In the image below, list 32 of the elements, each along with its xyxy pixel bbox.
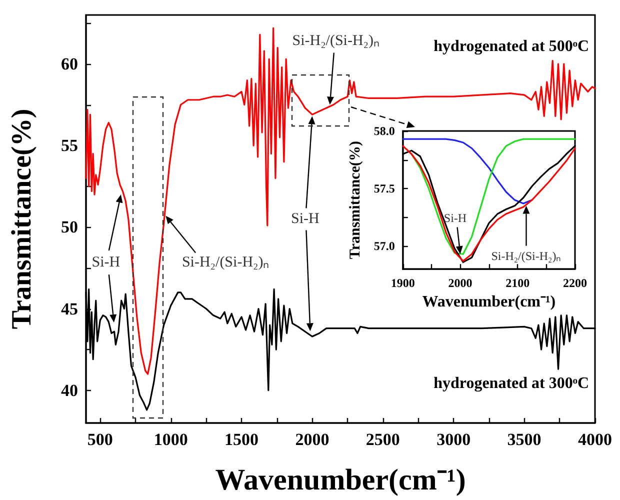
y-tick-label: 57.5 (374, 182, 395, 196)
annotation: Si-H₂/(Si-H₂)ₙ (292, 32, 380, 49)
series-label: hydrogenated at 300ᵒC (434, 374, 589, 392)
annotation: Si-H₂/(Si-H₂)ₙ (491, 248, 562, 263)
x-tick-label: 1900 (390, 276, 415, 290)
x-tick-label: 1500 (224, 430, 259, 449)
x-tick-label: 2500 (366, 430, 400, 449)
annotation: Si-H (92, 254, 120, 271)
y-axis-title: Transmittance(%) (6, 108, 38, 330)
y-tick-label: 45 (61, 299, 78, 318)
y-tick-label: 55 (61, 136, 78, 156)
series-label: hydrogenated at 500ᵒC (434, 38, 589, 55)
x-tick-label: 2200 (563, 276, 587, 290)
y-tick-label: 57.0 (374, 239, 395, 254)
x-tick-label: 3000 (436, 430, 471, 449)
x-tick-label: 2000 (448, 276, 472, 290)
x-tick-label: 1000 (154, 430, 188, 449)
annotation: Si-H (291, 211, 320, 228)
y-tick-label: 58.0 (374, 124, 395, 138)
x-tick-label: 3500 (507, 430, 542, 449)
x-axis-title: Wavenumber(cm⁻¹) (422, 294, 556, 310)
y-tick-label: 50 (61, 218, 78, 237)
y-tick-label: 40 (61, 380, 78, 400)
x-tick-label: 2000 (295, 430, 330, 449)
y-axis-title: Transmittance(%) (348, 141, 364, 260)
x-tick-label: 4000 (578, 430, 612, 449)
x-axis-title: Wavenumber(cm⁻¹) (215, 464, 466, 496)
x-tick-label: 500 (87, 430, 113, 449)
x-tick-label: 2100 (506, 276, 530, 290)
annotation: Si-H (444, 211, 467, 226)
y-tick-label: 60 (61, 54, 78, 74)
annotation: Si-H₂/(Si-H₂)ₙ (182, 254, 270, 271)
